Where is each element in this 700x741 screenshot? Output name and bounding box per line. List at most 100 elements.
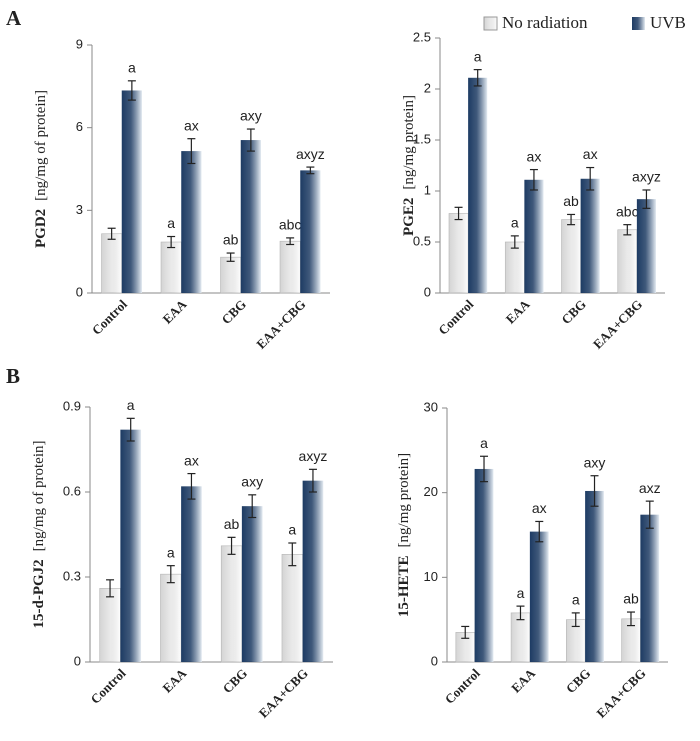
y-axis-label: 15-HETE [ng/mg protein] <box>396 453 412 617</box>
significance-label: axy <box>240 108 262 124</box>
bar <box>160 241 182 294</box>
error-bar <box>308 468 317 493</box>
error-bar <box>461 625 470 639</box>
x-tick-label: EAA <box>159 296 189 326</box>
x-tick-label: EAA <box>159 665 189 695</box>
y-tick-label: 0.3 <box>63 568 81 583</box>
error-bar <box>454 206 463 221</box>
error-bar <box>510 235 519 249</box>
x-tick-label: EAA+CBG <box>593 666 648 721</box>
significance-label: ax <box>184 452 199 468</box>
error-bar <box>227 536 236 555</box>
bar <box>561 219 581 294</box>
y-axis-label-units: [ng/mg protein] <box>401 95 417 190</box>
error-bar <box>626 611 635 627</box>
y-axis-label: 15-d-PGJ2 [ng/mg of protein] <box>31 441 47 629</box>
significance-label: a <box>167 544 175 560</box>
error-bar <box>226 252 235 262</box>
bar <box>279 240 301 294</box>
panel-label: B <box>6 364 20 388</box>
error-bar <box>248 494 257 519</box>
y-tick-label: 0 <box>76 284 83 299</box>
y-tick-label: 1 <box>424 182 431 197</box>
y-tick-label: 9 <box>76 36 83 51</box>
error-bar <box>590 475 599 507</box>
y-axis-label-units: [ng/mg protein] <box>396 453 412 548</box>
y-tick-label: 0.6 <box>63 483 81 498</box>
significance-label: a <box>127 397 135 413</box>
error-bar <box>516 605 525 621</box>
significance-label: a <box>288 522 296 538</box>
x-tick-label: Control <box>88 665 129 706</box>
error-bar <box>645 500 654 529</box>
bar <box>580 178 600 293</box>
x-tick-label: EAA+CBG <box>590 297 645 352</box>
significance-label: axz <box>639 480 661 496</box>
significance-label: abc <box>616 203 639 219</box>
error-bar <box>623 224 632 236</box>
significance-label: ax <box>184 117 199 133</box>
error-bar <box>642 189 651 209</box>
y-tick-label: 0 <box>424 284 431 299</box>
error-bar <box>473 69 482 87</box>
y-tick-label: 10 <box>424 569 438 584</box>
error-bar <box>107 227 116 240</box>
significance-label: ab <box>623 591 639 607</box>
y-axis-label: PGE2 [ng/mg protein] <box>401 95 417 236</box>
bar <box>529 531 549 662</box>
bar <box>99 588 121 663</box>
x-tick-label: EAA <box>503 296 533 326</box>
significance-label: axyz <box>299 448 328 464</box>
significance-label: a <box>517 585 525 601</box>
x-tick-label: EAA <box>508 665 538 695</box>
error-bar <box>127 80 136 101</box>
error-bar <box>535 520 544 543</box>
bar <box>220 256 242 294</box>
y-tick-label: 2.5 <box>413 29 431 44</box>
y-axis-label-name: PGD2 <box>33 209 49 248</box>
significance-label: a <box>572 592 580 608</box>
y-axis-label-units: [ng/mg of protein] <box>31 441 47 552</box>
error-bar <box>126 417 135 442</box>
bar <box>281 554 303 663</box>
legend-swatch <box>483 16 498 31</box>
significance-label: abc <box>279 217 302 233</box>
error-bar <box>167 235 176 249</box>
y-axis-label: PGD2 [ng/mg of protein] <box>33 90 49 248</box>
bar <box>504 241 525 294</box>
y-tick-label: 0 <box>74 653 81 668</box>
significance-label: a <box>474 48 482 64</box>
significance-label: ax <box>583 146 598 162</box>
y-axis-label-name: 15-d-PGJ2 <box>31 559 47 628</box>
significance-label: a <box>167 215 175 231</box>
y-tick-label: 0.9 <box>63 398 81 413</box>
bar <box>101 233 123 294</box>
y-tick-label: 20 <box>424 484 438 499</box>
significance-label: ax <box>527 148 542 164</box>
x-tick-label: EAA+CBG <box>256 666 311 721</box>
error-bar <box>288 542 297 567</box>
x-tick-label: CBG <box>563 666 594 697</box>
bar <box>302 480 324 662</box>
bar <box>474 468 494 662</box>
panel-label: A <box>6 6 22 30</box>
bar <box>160 573 182 663</box>
bar <box>240 140 261 293</box>
y-tick-label: 0.5 <box>413 233 431 248</box>
significance-label: a <box>480 435 488 451</box>
x-tick-label: EAA+CBG <box>253 297 308 352</box>
significance-label: axy <box>584 454 606 470</box>
error-bar <box>286 237 295 246</box>
y-tick-label: 1.5 <box>413 131 431 146</box>
error-bar <box>187 138 196 165</box>
legend-swatch <box>632 17 645 30</box>
error-bar <box>166 565 175 584</box>
significance-label: ax <box>532 500 547 516</box>
bar <box>181 486 202 662</box>
error-bar <box>571 612 580 628</box>
y-tick-label: 3 <box>76 202 83 217</box>
bar <box>181 151 202 293</box>
bar <box>220 545 243 663</box>
bar <box>120 429 142 662</box>
